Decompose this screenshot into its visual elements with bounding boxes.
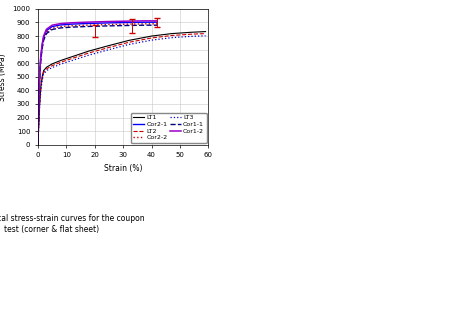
- Y-axis label: Stress (MPa): Stress (MPa): [0, 53, 7, 101]
- X-axis label: Strain (%): Strain (%): [104, 164, 142, 173]
- Legend: LT1, Cor2-1, LT2, Cor2-2, LT3, Cor1-1, Cor1-2: LT1, Cor2-1, LT2, Cor2-2, LT3, Cor1-1, C…: [130, 112, 206, 143]
- Text: test (corner & flat sheet): test (corner & flat sheet): [4, 225, 99, 234]
- Text: Fig. 3 Typical stress-strain curves for the coupon: Fig. 3 Typical stress-strain curves for …: [0, 214, 144, 223]
